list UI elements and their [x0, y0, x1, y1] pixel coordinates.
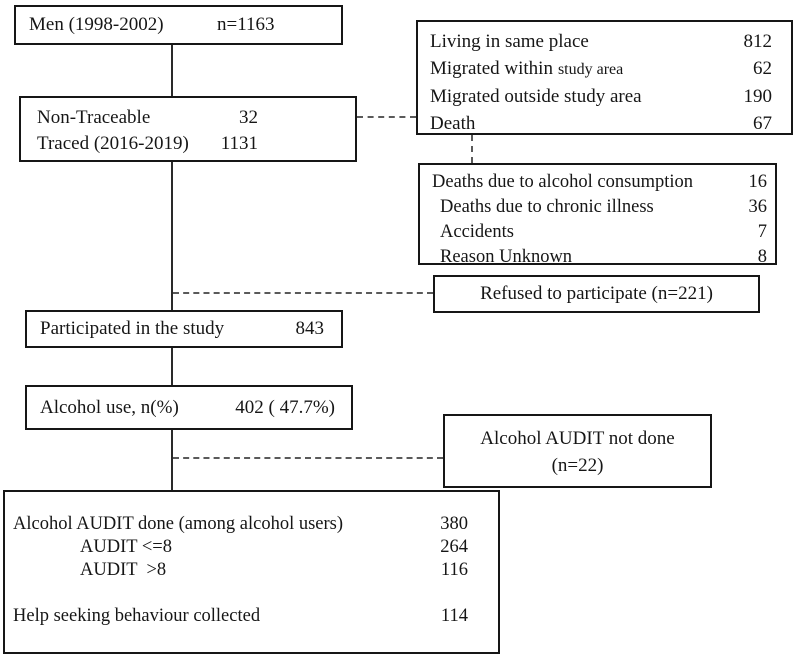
deaths-chronic-count: 36 — [748, 197, 768, 217]
box-refused-to-participate: Refused to participate (n=221) — [433, 275, 760, 313]
table-row: Death 67 — [430, 110, 772, 137]
reason-unknown-label: Reason Unknown — [440, 247, 573, 267]
box-alcohol-use: Alcohol use, n(%) 402 ( 47.7%) — [25, 385, 353, 430]
dashed-connector-migration-to-deaths — [471, 135, 473, 163]
participated-label: Participated in the study — [40, 318, 225, 339]
audit-le8-count: 264 — [440, 537, 468, 557]
box-audit-results: Alcohol AUDIT done (among alcohol users)… — [3, 490, 500, 654]
deaths-alcohol-count: 16 — [748, 172, 768, 192]
box-traceability: Non-Traceable 32 Traced (2016-2019) 1131 — [19, 96, 357, 162]
connector-men-to-trace — [171, 45, 173, 96]
migrated-within-count: 62 — [753, 58, 772, 79]
table-row: Alcohol use, n(%) 402 ( 47.7%) — [40, 397, 335, 419]
same-place-count: 812 — [743, 31, 773, 52]
table-row: Non-Traceable 32 — [37, 105, 258, 131]
migrated-outside-count: 190 — [743, 86, 773, 107]
migrated-within-label: Migrated within study area — [430, 58, 624, 79]
audit-gt8-label: AUDIT >8 — [80, 560, 167, 580]
dashed-connector-trace-to-migration — [357, 116, 416, 118]
table-row: Alcohol AUDIT done (among alcohol users)… — [13, 513, 468, 536]
help-seeking-count: 114 — [440, 606, 468, 626]
migrated-outside-label: Migrated outside study area — [430, 86, 642, 107]
traced-count: 1131 — [220, 133, 258, 154]
dashed-connector-to-refused — [173, 292, 433, 294]
box-participated: Participated in the study 843 — [25, 310, 343, 348]
alcohol-use-label: Alcohol use, n(%) — [40, 396, 179, 418]
deaths-alcohol-label: Deaths due to alcohol consumption — [432, 172, 694, 192]
audit-done-label: Alcohol AUDIT done (among alcohol users) — [13, 514, 344, 534]
audit-not-done-label: Alcohol AUDIT not done — [480, 428, 675, 449]
men-cohort-count: n=1163 — [217, 14, 275, 35]
table-row: Traced (2016-2019) 1131 — [37, 131, 258, 157]
connector-participated-to-alcohol-use — [171, 348, 173, 385]
connector-alcohol-use-to-audit-done — [171, 430, 173, 490]
audit-le8-label: AUDIT <=8 — [80, 537, 172, 557]
accidents-count: 7 — [757, 222, 767, 242]
alcohol-use-count: 402 ( 47.7%) — [235, 396, 335, 418]
table-row: Deaths due to alcohol consumption 16 — [432, 170, 767, 195]
table-row: Migrated within study area 62 — [430, 55, 772, 83]
dashed-connector-to-audit-not-done — [173, 457, 443, 459]
connector-trace-to-participated — [171, 162, 173, 310]
box-audit-not-done: Alcohol AUDIT not done (n=22) — [443, 414, 712, 488]
help-seeking-label: Help seeking behaviour collected — [13, 606, 261, 626]
table-row: Participated in the study 843 — [40, 318, 324, 340]
box-death-causes: Deaths due to alcohol consumption 16 Dea… — [418, 163, 777, 267]
reason-unknown-count: 8 — [757, 247, 767, 267]
same-place-label: Living in same place — [430, 31, 589, 52]
men-cohort-label: Men (1998-2002) — [29, 14, 164, 35]
death-label: Death — [430, 113, 476, 134]
table-row: Help seeking behaviour collected 114 — [13, 605, 468, 628]
non-traceable-label: Non-Traceable — [37, 107, 151, 128]
box-migration-status: Living in same place 812 Migrated within… — [416, 20, 793, 135]
table-row: Accidents 7 — [432, 220, 767, 245]
table-row: AUDIT >8 116 — [13, 559, 468, 582]
non-traceable-count: 32 — [239, 107, 258, 128]
table-row: Deaths due to chronic illness 36 — [432, 195, 767, 220]
refused-label: Refused to participate (n=221) — [480, 283, 713, 304]
table-row: Migrated outside study area 190 — [430, 83, 772, 110]
deaths-chronic-label: Deaths due to chronic illness — [440, 197, 654, 217]
traced-label: Traced (2016-2019) — [37, 133, 189, 154]
box-men-cohort: Men (1998-2002) n=1163 — [14, 5, 343, 45]
participated-count: 843 — [295, 318, 325, 339]
audit-done-count: 380 — [440, 514, 468, 534]
death-count: 67 — [753, 113, 772, 134]
table-row: Living in same place 812 — [430, 28, 772, 55]
blank-line — [13, 582, 468, 605]
audit-not-done-count: (n=22) — [551, 455, 604, 476]
accidents-label: Accidents — [440, 222, 514, 242]
table-row: AUDIT <=8 264 — [13, 536, 468, 559]
table-row: Reason Unknown 8 — [432, 245, 767, 270]
audit-gt8-count: 116 — [440, 560, 468, 580]
